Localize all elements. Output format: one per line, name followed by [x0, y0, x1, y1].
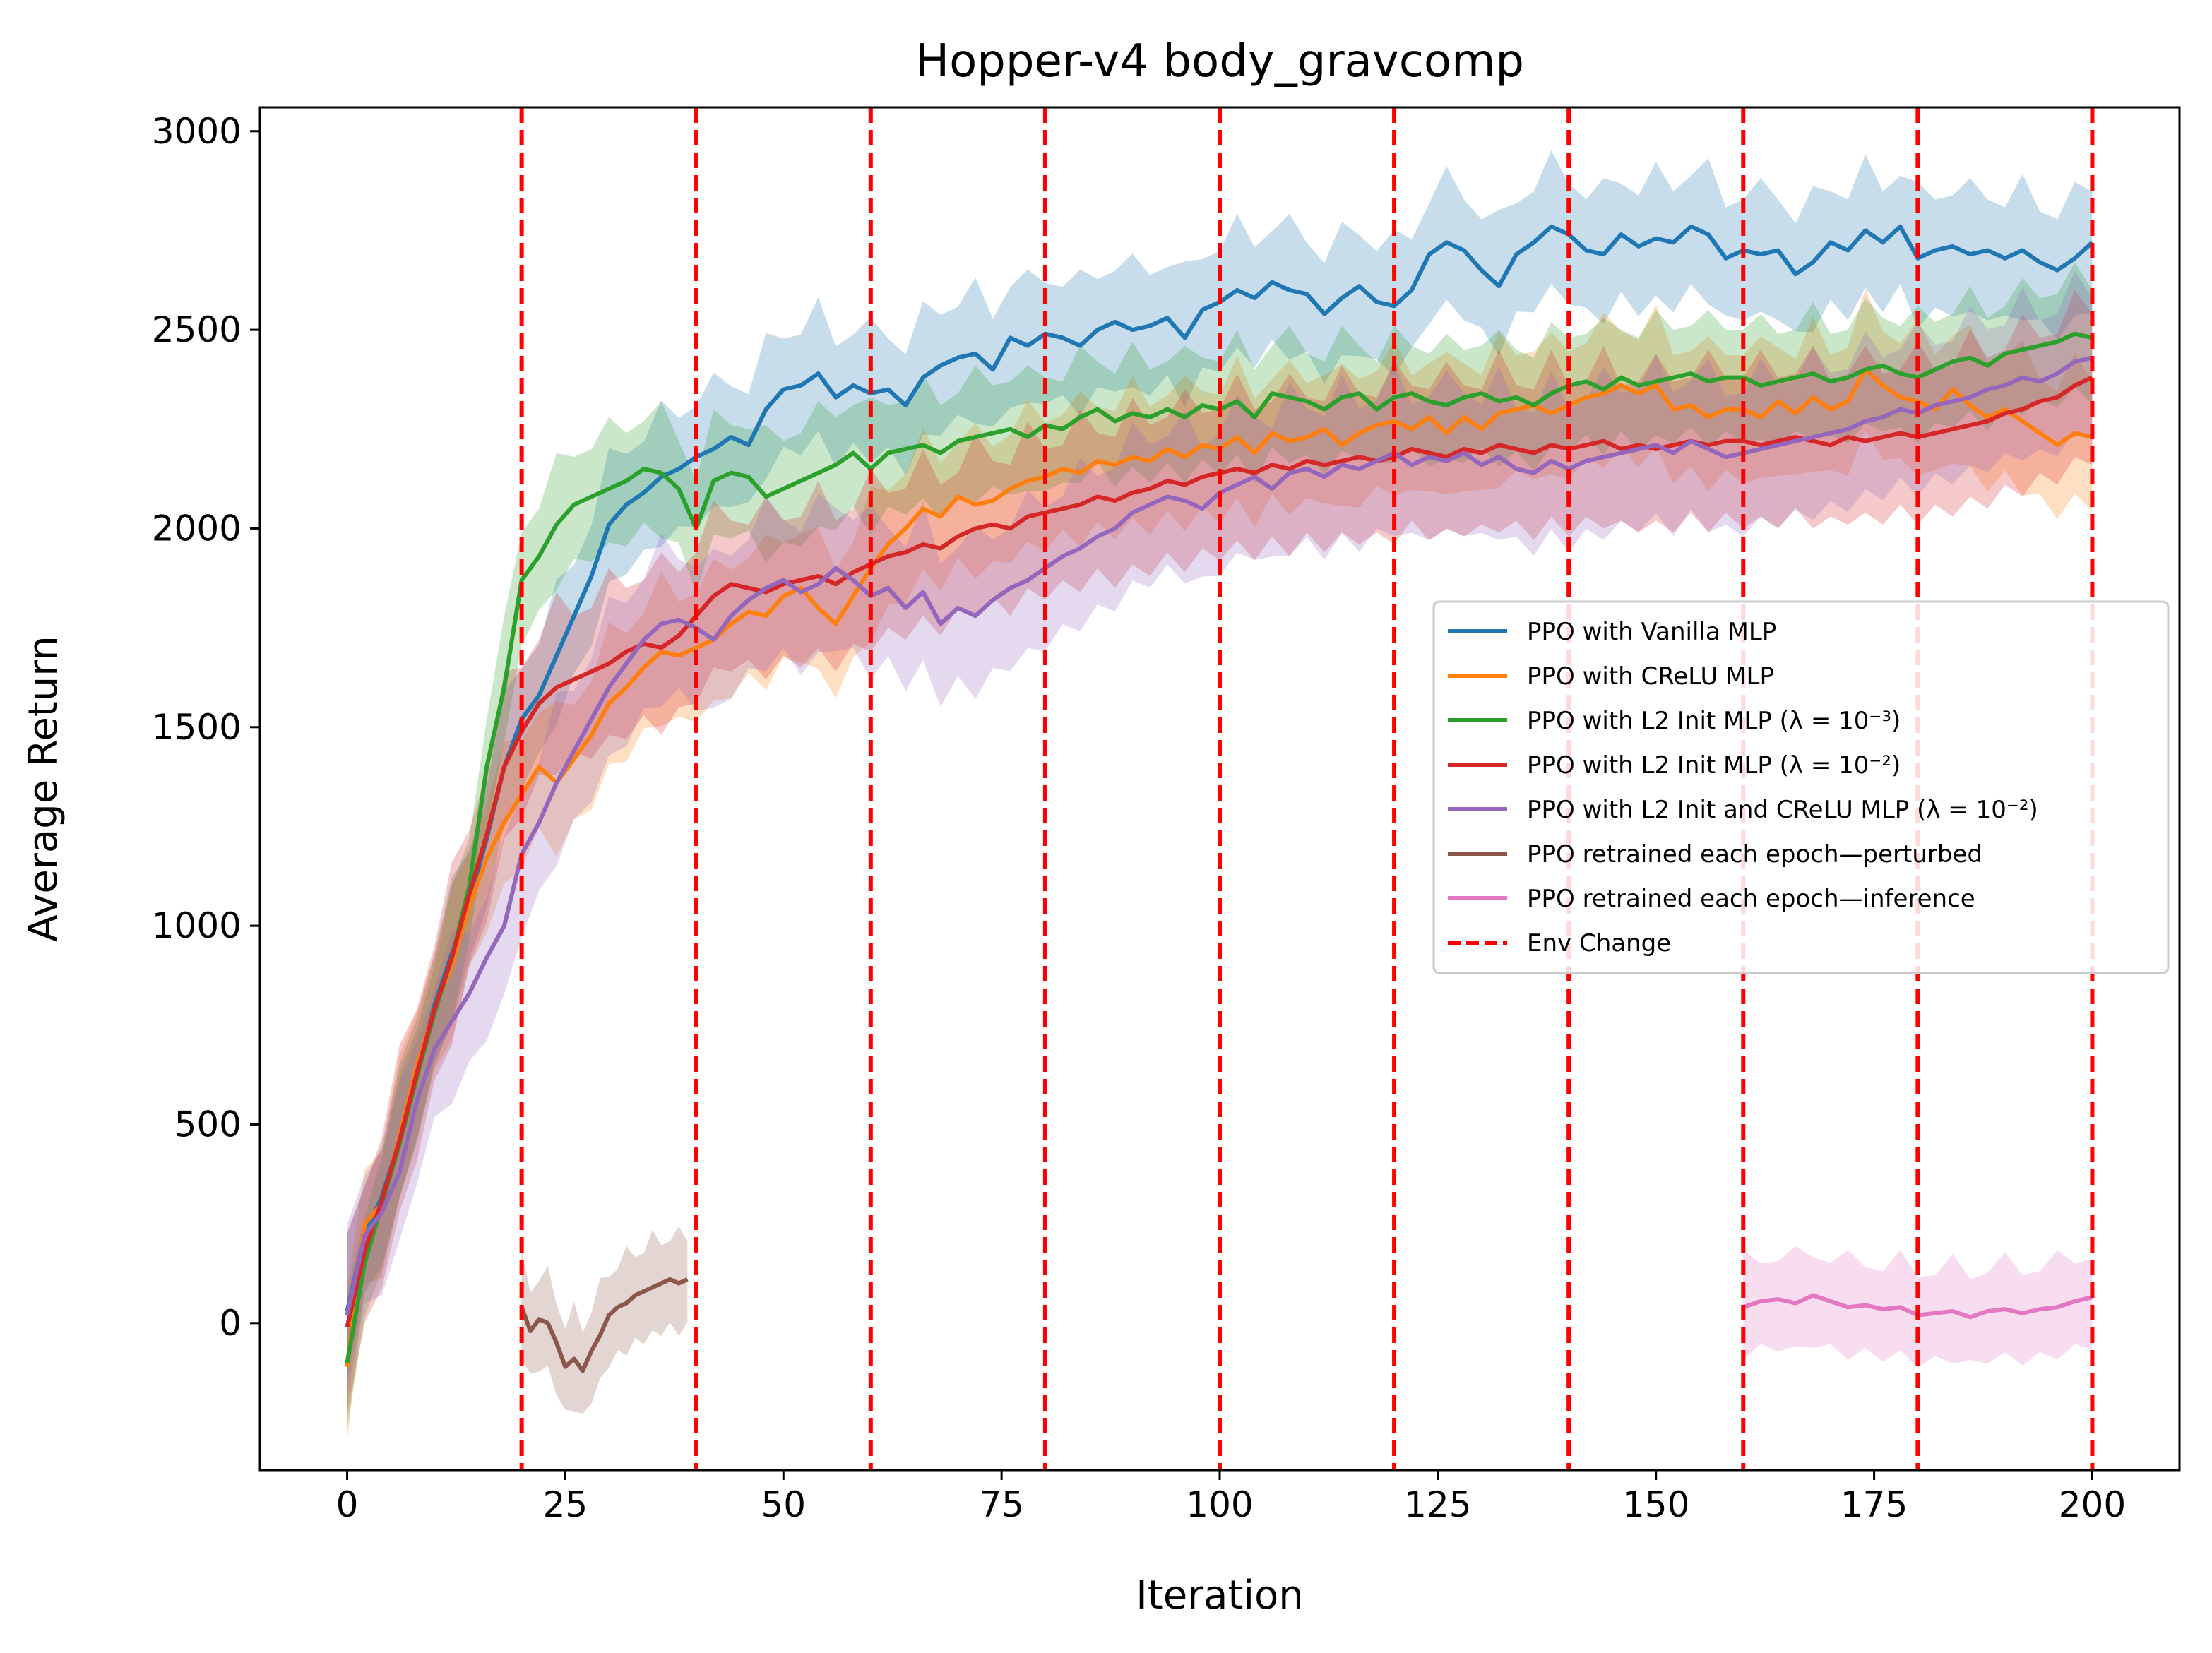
x-tick-label: 25	[543, 1484, 588, 1525]
y-axis-title: Average Return	[20, 635, 66, 942]
y-tick-label: 1000	[152, 905, 242, 946]
x-axis-title: Iteration	[1136, 1573, 1304, 1618]
x-tick-label: 125	[1404, 1484, 1471, 1525]
legend-label: PPO retrained each epoch—perturbed	[1527, 840, 1982, 869]
legend-label: Env Change	[1527, 929, 1671, 957]
x-tick-label: 75	[979, 1484, 1024, 1525]
confidence-band	[347, 290, 2093, 1415]
legend-label: PPO with Vanilla MLP	[1527, 618, 1776, 646]
x-tick-label: 0	[336, 1484, 359, 1525]
y-tick-label: 0	[219, 1303, 242, 1344]
legend-label: PPO with CReLU MLP	[1527, 662, 1774, 691]
x-tick-label: 200	[2059, 1484, 2126, 1525]
y-tick-label: 2000	[152, 508, 242, 549]
confidence-band	[347, 270, 2093, 1399]
x-tick-label: 100	[1186, 1484, 1253, 1525]
y-tick-label: 2500	[152, 309, 242, 350]
y-tick-label: 1500	[152, 707, 242, 748]
x-tick-label: 150	[1622, 1484, 1689, 1525]
x-tick-label: 50	[761, 1484, 806, 1525]
x-tick-label: 175	[1841, 1484, 1908, 1525]
axes: 0 25 50 75 100 125 150 175 200050010001500200025…	[152, 106, 2181, 1525]
confidence-band	[347, 288, 2093, 1441]
y-tick-label: 3000	[152, 111, 242, 152]
y-tick-label: 500	[174, 1104, 242, 1145]
legend-label: PPO with L2 Init and CReLU MLP (λ = 10⁻²…	[1527, 796, 2038, 824]
legend-label: PPO with L2 Init MLP (λ = 10⁻²)	[1527, 751, 1901, 780]
chart-title: Hopper-v4 body_gravcomp	[915, 35, 1524, 88]
legend: PPO with Vanilla MLP PPO with CReLU MLP PP…	[1432, 600, 2170, 974]
legend-label: PPO retrained each epoch—inference	[1527, 885, 1975, 913]
legend-label: PPO with L2 Init MLP (λ = 10⁻³)	[1527, 707, 1901, 735]
legend-box	[1432, 600, 2170, 974]
series-line	[519, 1277, 689, 1373]
